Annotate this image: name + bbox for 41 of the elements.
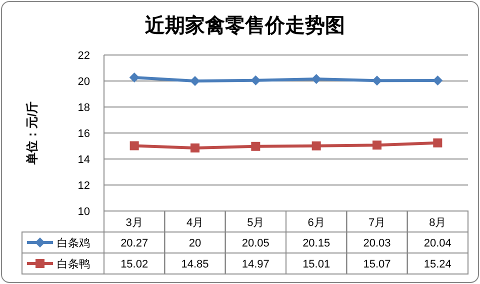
point xyxy=(372,76,382,86)
legend-label: 白条鸭 xyxy=(57,258,90,270)
data-label: 15.02 xyxy=(120,258,148,270)
data-label: 20 xyxy=(188,238,202,250)
chart-title: 近期家禽零售价走势图 xyxy=(144,13,345,37)
data-label: 14.85 xyxy=(181,258,209,270)
y-tick-label: 22 xyxy=(78,50,90,62)
point xyxy=(190,76,200,86)
point xyxy=(129,72,140,82)
point xyxy=(312,141,321,150)
data-label: 15.07 xyxy=(363,258,391,270)
data-label: 15.24 xyxy=(424,258,452,270)
y-tick-label: 14 xyxy=(78,154,90,166)
y-tick-label: 16 xyxy=(78,128,90,140)
x-tick-label: 7月 xyxy=(368,217,386,229)
point xyxy=(432,75,443,86)
data-label: 20.05 xyxy=(242,238,270,250)
legend-label: 白条鸡 xyxy=(57,238,90,250)
data-label: 20.27 xyxy=(120,238,148,250)
point xyxy=(372,140,382,150)
point xyxy=(433,138,442,148)
point xyxy=(250,75,261,86)
data-label: 20.15 xyxy=(302,238,330,250)
data-label: 20.03 xyxy=(363,238,391,250)
y-tick-label: 10 xyxy=(78,206,90,218)
point xyxy=(251,142,260,151)
point xyxy=(190,143,200,152)
x-tick-label: 6月 xyxy=(308,217,325,229)
point xyxy=(130,141,139,150)
x-tick-label: 8月 xyxy=(429,217,446,229)
point xyxy=(311,74,322,84)
x-tick-label: 3月 xyxy=(126,217,143,229)
x-tick-label: 5月 xyxy=(247,217,264,229)
y-tick-label: 20 xyxy=(78,76,90,88)
y-axis-title: 单位：元/斤 xyxy=(25,101,39,166)
y-tick-label: 12 xyxy=(78,180,90,192)
data-label: 14.97 xyxy=(242,258,270,270)
data-label: 20.04 xyxy=(424,238,452,250)
y-tick-label: 18 xyxy=(78,102,90,114)
x-tick-label: 4月 xyxy=(186,217,204,229)
data-label: 15.01 xyxy=(302,258,330,270)
